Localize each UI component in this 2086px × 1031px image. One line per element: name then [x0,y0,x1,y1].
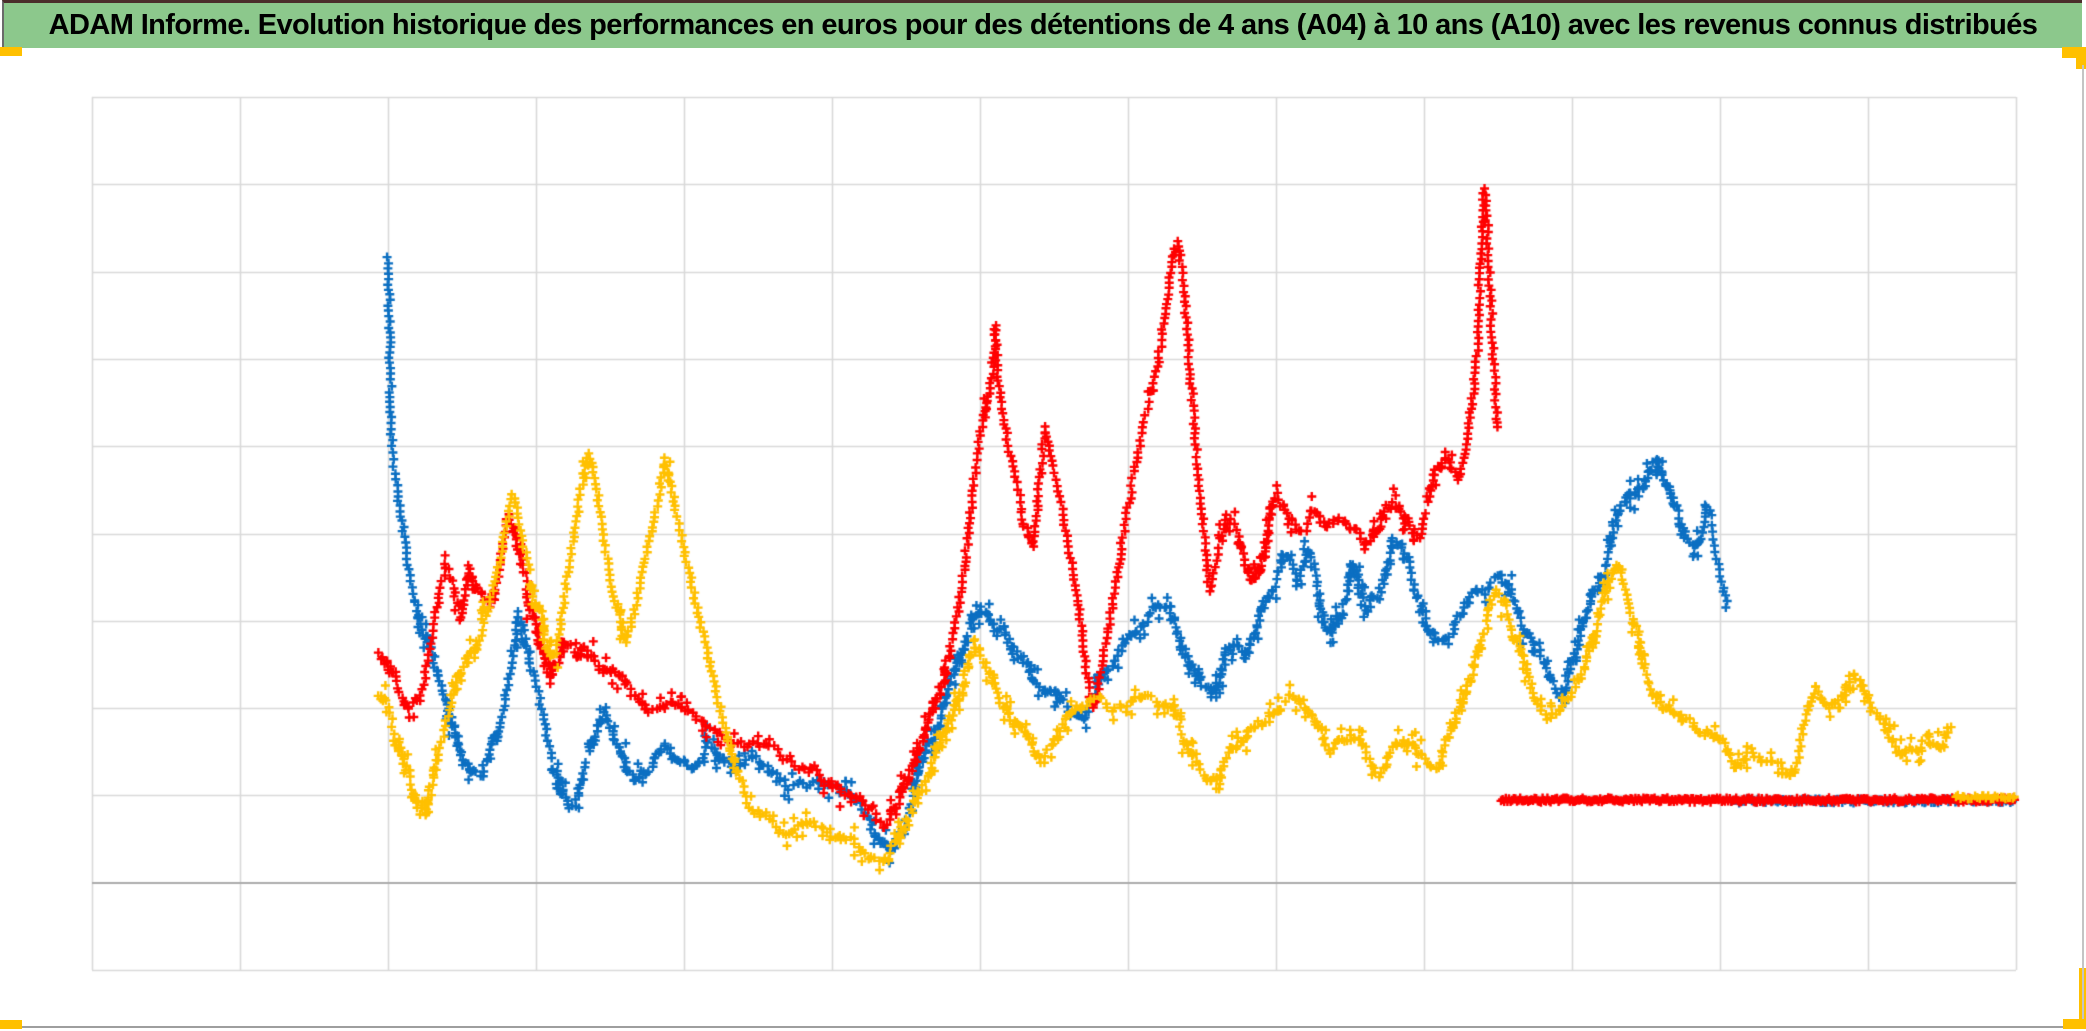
scatter-chart-canvas [0,0,2086,1031]
performance-chart [0,0,2086,1031]
report-page: ADAM Informe. Evolution historique des p… [0,0,2086,1031]
